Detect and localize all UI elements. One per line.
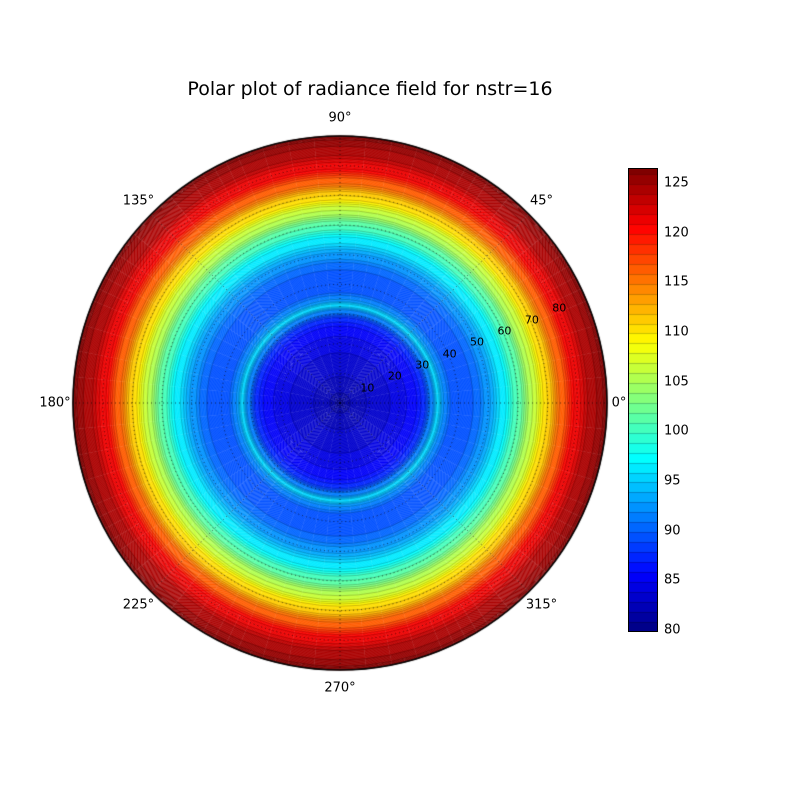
chart-title: Polar plot of radiance field for nstr=16: [187, 78, 553, 100]
colorbar: [628, 168, 658, 632]
colorbar-gradient: [629, 169, 657, 631]
